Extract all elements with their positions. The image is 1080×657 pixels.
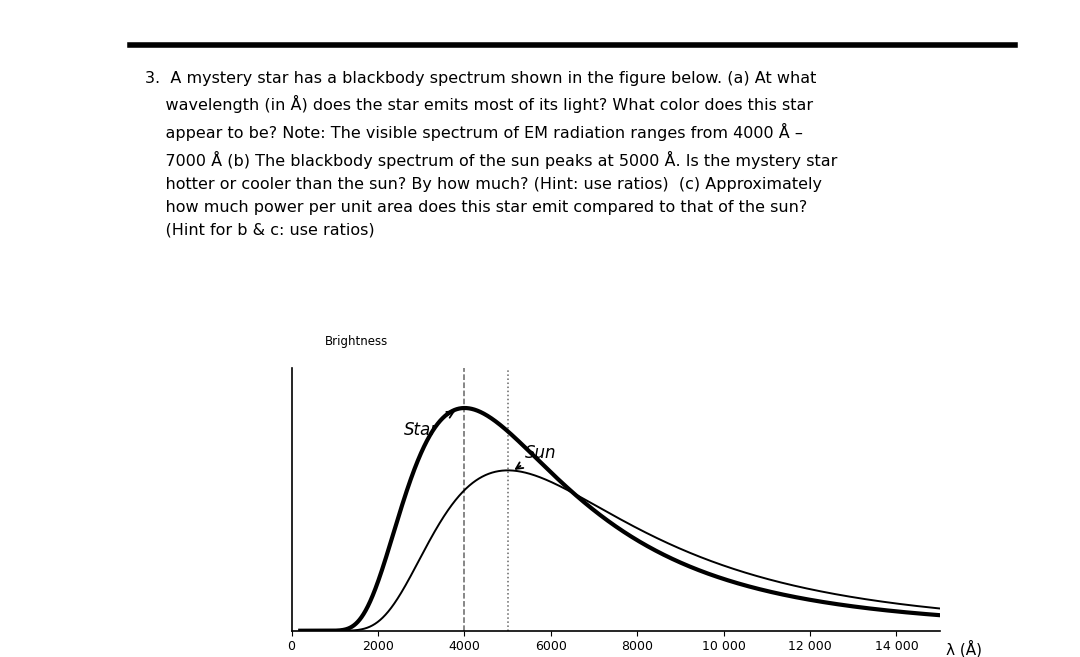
Text: 3.  A mystery star has a blackbody spectrum shown in the figure below. (a) At wh: 3. A mystery star has a blackbody spectr… <box>145 71 837 237</box>
Text: Star: Star <box>404 411 454 440</box>
Text: Brightness: Brightness <box>325 336 388 348</box>
Text: λ (Å): λ (Å) <box>946 640 982 657</box>
Text: Sun: Sun <box>516 443 556 469</box>
